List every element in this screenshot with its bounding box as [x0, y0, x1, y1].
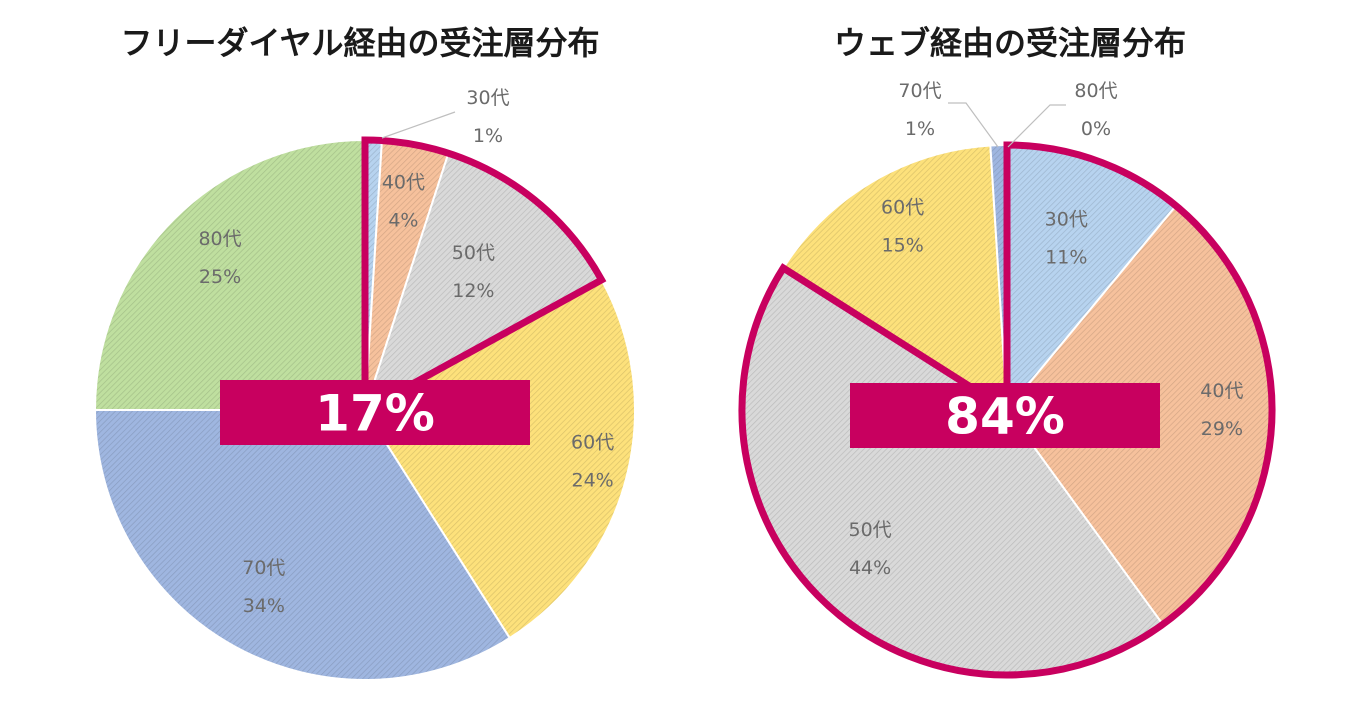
left-highlight-outline	[361, 136, 607, 416]
pie-chart-right: 30代 11% 40代 29% 50代 44% 60代 15% 70代 1% 80代 0% 84%	[738, 80, 1276, 679]
right-category-label-5: 80代	[1074, 80, 1117, 102]
left-category-label-1: 40代	[382, 172, 425, 194]
right-callout-banner	[850, 383, 1160, 448]
left-value-label-4: 34%	[243, 595, 285, 617]
left-value-label-3: 24%	[571, 469, 613, 491]
right-value-label-3: 15%	[882, 235, 924, 257]
left-slice-4	[93, 409, 512, 681]
left-category-label-2: 50代	[452, 242, 495, 264]
left-callout-text: 17%	[315, 385, 435, 443]
chart-title-right: ウェブ経由の受注層分布	[833, 24, 1186, 62]
left-category-label-0: 30代	[466, 87, 509, 109]
right-value-label-2: 44%	[849, 557, 891, 579]
right-leader-line-4	[948, 102, 999, 148]
right-callout-text: 84%	[945, 388, 1065, 446]
right-slice-3	[781, 144, 1009, 412]
left-leader-line-0	[381, 111, 456, 139]
right-category-label-3: 60代	[881, 197, 924, 219]
right-category-label-4: 70代	[898, 80, 941, 102]
right-value-label-5: 0%	[1081, 118, 1111, 140]
right-leader-line-5	[1007, 104, 1066, 148]
left-category-label-5: 80代	[198, 228, 241, 250]
left-slice-3	[363, 278, 636, 640]
left-category-label-3: 60代	[571, 431, 614, 453]
right-value-label-1: 29%	[1201, 418, 1243, 440]
left-slice-5	[93, 138, 366, 411]
right-value-label-4: 1%	[905, 118, 935, 140]
left-value-label-0: 1%	[473, 125, 503, 147]
left-value-label-1: 4%	[388, 210, 418, 232]
right-category-label-0: 30代	[1045, 208, 1088, 230]
chart-title-left: フリーダイヤル経由の受注層分布	[120, 24, 600, 62]
right-category-label-1: 40代	[1200, 380, 1243, 402]
right-value-label-0: 11%	[1045, 246, 1087, 268]
right-category-label-2: 50代	[848, 519, 891, 541]
left-callout-banner	[220, 380, 530, 445]
pie-chart-left: 30代 1% 40代 4% 50代 12% 60代 24% 70代 34% 80代 25% 17%	[93, 87, 636, 681]
left-category-label-4: 70代	[242, 557, 285, 579]
left-value-label-2: 12%	[452, 280, 494, 302]
right-highlight-outline	[738, 141, 1276, 679]
left-value-label-5: 25%	[199, 266, 241, 288]
